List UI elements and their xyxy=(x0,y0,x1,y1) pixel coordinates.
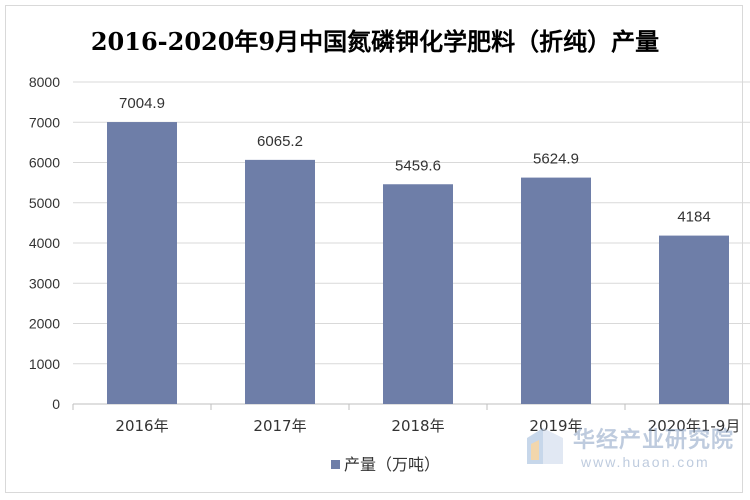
data-label: 5459.6 xyxy=(395,157,441,174)
x-tick-label: 2016年 xyxy=(115,417,168,435)
data-label: 6065.2 xyxy=(257,133,303,150)
watermark-url: www.huaon.com xyxy=(581,454,710,470)
data-label: 7004.9 xyxy=(119,95,165,112)
x-tick-label: 2020年1-9月 xyxy=(648,417,741,435)
chart-title: 2016-2020年9月中国氮磷钾化学肥料（折纯）产量 xyxy=(90,27,660,56)
watermark-name: 华经产业研究院 xyxy=(573,428,735,453)
y-tick-label: 3000 xyxy=(29,275,60,291)
y-tick-label: 2000 xyxy=(29,316,60,332)
y-tick-label: 0 xyxy=(52,396,60,412)
bar xyxy=(521,177,591,404)
y-tick-label: 7000 xyxy=(29,114,60,130)
bar xyxy=(107,122,177,405)
data-label: 4184 xyxy=(677,209,710,226)
y-tick-label: 8000 xyxy=(29,74,60,90)
x-tick-label: 2018年 xyxy=(391,417,444,435)
bar xyxy=(245,159,315,404)
x-tick-label: 2017年 xyxy=(253,417,306,435)
y-tick-label: 4000 xyxy=(29,235,60,251)
watermark: 华经产业研究院 www.huaon.com xyxy=(525,420,750,475)
watermark-logo-icon xyxy=(527,428,563,464)
y-tick-label: 6000 xyxy=(29,155,60,171)
legend-label: 产量（万吨） xyxy=(344,455,440,474)
data-label: 5624.9 xyxy=(533,151,579,168)
bar xyxy=(659,235,729,404)
y-tick-label: 5000 xyxy=(29,195,60,211)
bar xyxy=(383,184,453,404)
y-tick-label: 1000 xyxy=(29,356,60,372)
legend-swatch xyxy=(331,460,340,469)
